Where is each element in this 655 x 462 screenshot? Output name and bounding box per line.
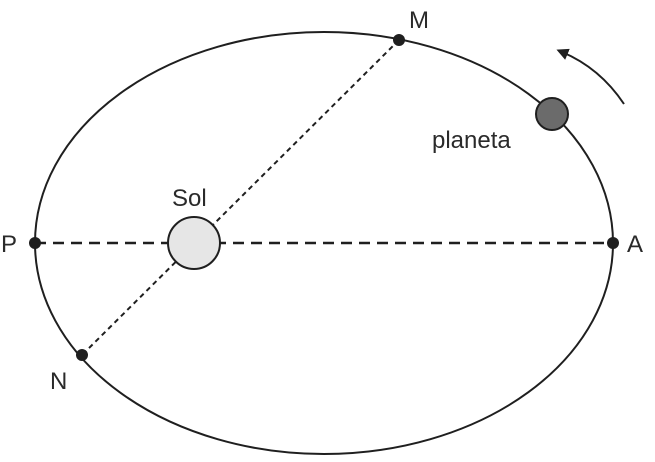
label-p: P [1, 231, 17, 258]
label-planet: planeta [432, 127, 511, 154]
sun-circle [167, 216, 221, 270]
label-sun: Sol [172, 185, 207, 212]
point-m-dot [393, 34, 405, 46]
curved-arrow-icon [556, 48, 625, 105]
label-n: N [50, 368, 67, 395]
point-n-dot [76, 349, 88, 361]
chord-mn-line [81, 39, 400, 356]
planet-circle [535, 97, 569, 131]
label-m: M [409, 7, 429, 34]
point-a-dot [607, 237, 619, 249]
point-p-dot [29, 237, 41, 249]
label-a: A [627, 231, 643, 258]
